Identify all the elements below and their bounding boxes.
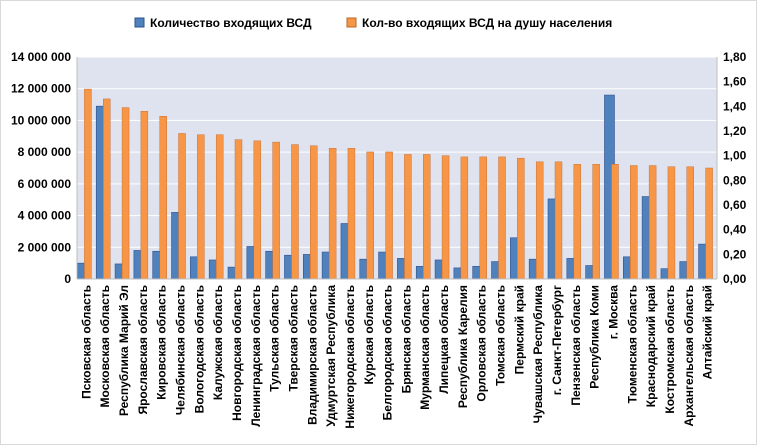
bar-per-capita [686, 166, 694, 280]
bar-per-capita [441, 155, 450, 280]
category-label: Тульская область [268, 285, 282, 392]
category-label: Брянская область [399, 285, 413, 393]
legend-swatch-per-capita [346, 17, 357, 28]
bar-per-capita [554, 161, 563, 280]
left-tick-label: 8 000 000 [18, 145, 72, 159]
category-label: Ярославская область [136, 285, 150, 415]
category-axis: Псковская область Московская область Респу… [77, 278, 717, 429]
bar-per-capita [535, 161, 544, 280]
category-label: Удмуртская Республика [324, 285, 338, 427]
right-tick-label: 1,60 [723, 75, 747, 89]
legend: Количество входящих ВСД Кол-во входящих … [134, 16, 612, 30]
bar-per-capita [140, 111, 149, 280]
bar-per-capita [460, 156, 469, 280]
category-label: Липецкая область [437, 285, 451, 394]
category-label: г. Санкт-Петербург [550, 285, 564, 395]
bar-per-capita [366, 151, 374, 280]
category-label: Чувашская Республика [531, 285, 545, 424]
category-label: Курская область [362, 285, 376, 385]
bar-per-capita [498, 156, 506, 280]
category-label: Тюменская область [625, 285, 639, 403]
category-label: Владимирская область [305, 285, 319, 425]
bar-per-capita [178, 133, 186, 280]
bar-per-capita [253, 140, 262, 280]
bar-per-capita [423, 154, 431, 280]
left-tick-label: 14 000 000 [11, 50, 71, 64]
bar-per-capita [159, 115, 167, 280]
category-label: Архангельская область [682, 285, 696, 426]
bar-per-capita [573, 164, 582, 280]
right-tick-label: 0,40 [723, 223, 747, 237]
bar-per-capita [103, 98, 111, 280]
bar-per-capita [328, 148, 337, 280]
right-tick-label: 1,00 [723, 149, 747, 163]
bar-per-capita [385, 151, 393, 280]
left-tick-label: 10 000 000 [11, 113, 71, 127]
right-tick-label: 0,00 [723, 272, 747, 286]
bar-per-capita [347, 148, 356, 280]
category-label: Челябинская область [174, 285, 188, 415]
category-label: Томская область [494, 285, 508, 386]
category-label: Калужская область [211, 285, 225, 400]
right-tick-label: 1,20 [723, 124, 747, 138]
category-label: Московская область [98, 285, 112, 407]
left-tick-label: 4 000 000 [18, 209, 72, 223]
left-tick-label: 2 000 000 [18, 240, 72, 254]
bar-per-capita [517, 157, 525, 280]
category-label: Республика Карелия [456, 285, 470, 408]
category-label: Республика Марий Эл [117, 285, 131, 416]
right-tick-label: 1,80 [723, 50, 747, 64]
category-label: Вологодская область [192, 285, 206, 413]
category-label: Алтайский край [701, 285, 715, 379]
category-label: Тверская область [286, 285, 300, 391]
category-label: Краснодарский край [644, 285, 658, 407]
category-label: Псковская область [79, 285, 93, 399]
category-label: Пензенская область [569, 285, 583, 406]
category-label: Новгородская область [230, 285, 244, 421]
category-label: Орловская область [475, 285, 489, 402]
category-label: г. Москва [606, 285, 620, 340]
bar-per-capita [234, 139, 243, 280]
bar-per-capita [630, 165, 638, 280]
category-label: Кировская область [155, 285, 169, 400]
bar-per-capita [272, 141, 280, 280]
right-axis: 0,00 0,20 0,40 0,60 0,80 1,00 1,20 1,40 1,60 1,80 [716, 50, 747, 286]
bar-per-capita [121, 107, 130, 280]
legend-swatch-count [134, 17, 145, 28]
left-tick-label: 12 000 000 [11, 82, 71, 96]
bar-per-capita [291, 144, 299, 280]
bar-per-capita [404, 154, 412, 280]
bar-per-capita [215, 134, 224, 280]
category-label: Костромская область [663, 285, 677, 414]
category-label: Нижегородская область [343, 285, 357, 429]
category-label: Мурманская область [418, 285, 432, 410]
left-tick-label: 6 000 000 [18, 177, 72, 191]
left-axis: 0 2 000 000 4 000 000 6 000 000 8 000 000 10 … [11, 50, 78, 286]
right-tick-label: 1,40 [723, 99, 747, 113]
right-tick-label: 0,60 [723, 198, 747, 212]
bar-per-capita [648, 165, 657, 280]
bar-per-capita [611, 164, 619, 280]
category-label: Республика Коми [588, 285, 602, 389]
left-tick-label: 0 [64, 272, 71, 286]
bar-per-capita [197, 134, 205, 280]
right-tick-label: 0,80 [723, 173, 747, 187]
legend-label-per-capita: Кол-во входящих ВСД на душу населения [362, 16, 612, 30]
bar-per-capita [667, 166, 676, 280]
category-label: Пермский край [512, 285, 526, 374]
category-label: Белгородская область [381, 285, 395, 420]
bar-per-capita [479, 156, 487, 280]
legend-label-count: Количество входящих ВСД [150, 16, 312, 30]
category-label: Ленинградская область [249, 285, 263, 427]
bar-per-capita [84, 88, 92, 280]
right-tick-label: 0,20 [723, 247, 747, 261]
bars [77, 88, 713, 280]
bar-per-capita [705, 167, 713, 280]
bar-per-capita [592, 164, 600, 280]
bar-per-capita [310, 145, 318, 280]
